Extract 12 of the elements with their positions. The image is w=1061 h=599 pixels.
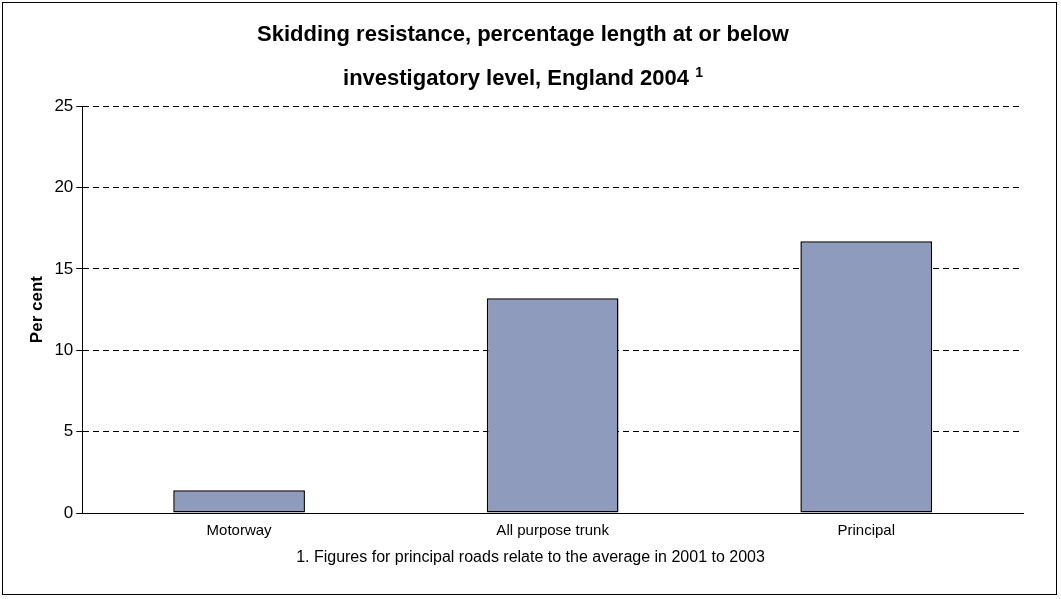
y-tick-label: 25 bbox=[54, 95, 74, 115]
x-tick-label: Principal bbox=[837, 521, 895, 539]
y-tick-label: 10 bbox=[54, 339, 74, 359]
text: 1. Figures for principal roads relate to the average in 2001 to 2003 bbox=[295, 548, 766, 566]
y-tick-label: 20 bbox=[54, 177, 74, 197]
x-tick-label: All purpose trunk bbox=[496, 521, 610, 539]
y-tick-label: 15 bbox=[54, 258, 74, 278]
y-tick-label: 5 bbox=[63, 421, 74, 441]
y-tick-label: 0 bbox=[63, 502, 74, 522]
x-tick-label: Motorway bbox=[206, 521, 273, 539]
chart-title: Skidding resistance, percentage length at or below investigatory level, England 2004 $^{1}$ bbox=[256, 20, 790, 93]
y-axis-title: Per cent bbox=[26, 275, 46, 344]
